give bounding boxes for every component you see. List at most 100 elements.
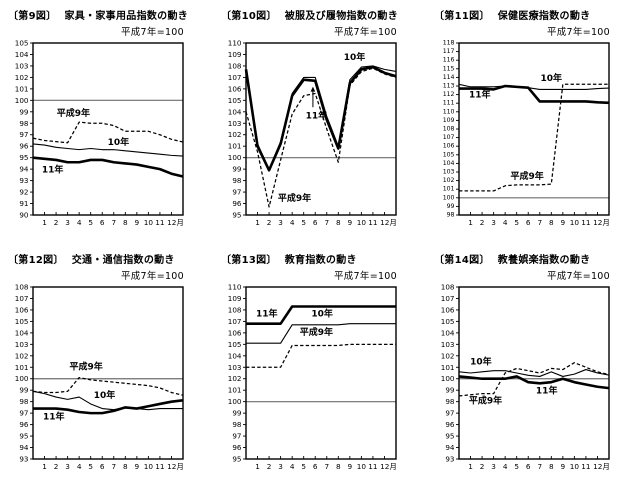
y-tick-label: 105 — [228, 96, 242, 105]
x-tick-label: 1 — [468, 462, 473, 471]
series-line-thick — [246, 305, 396, 325]
x-tick-label: 5 — [301, 462, 306, 471]
y-tick-label: 107 — [441, 294, 455, 303]
index-base-note: 平成7年=100 — [120, 271, 184, 282]
y-tick-label: 104 — [15, 50, 29, 59]
y-tick-label: 98 — [19, 397, 29, 406]
y-tick-label: 95 — [232, 455, 241, 464]
y-tick-label: 104 — [441, 328, 455, 337]
x-tick-label: 12月 — [380, 218, 397, 227]
chart-title: 被服及び履物指数の動き — [284, 11, 399, 22]
x-tick-label: 6 — [526, 462, 531, 471]
plot-svg: 9394959697989910010110210310410510610710… — [441, 283, 610, 472]
chart-fig10: 〔第10図〕 被服及び履物指数の動き 平成7年=100 95 96 97 98 99 100… — [213, 0, 426, 244]
y-tick-label: 110 — [228, 283, 242, 292]
x-tick-label: 9 — [348, 218, 353, 227]
y-tick-label: 107 — [228, 317, 242, 326]
x-tick-label: 9 — [561, 462, 566, 471]
x-tick-label: 4 — [77, 218, 82, 227]
x-tick-label: 1 — [42, 218, 47, 227]
series-line-dashed — [458, 362, 610, 397]
figure-label: 〔第13図〕 — [221, 255, 277, 266]
chart-title: 交通・通信指数の動き — [71, 255, 175, 266]
y-tick-label: 94 — [19, 165, 29, 174]
x-tick-label: 7 — [537, 462, 542, 471]
y-tick-label: 95 — [445, 432, 454, 441]
series-line-thick — [458, 375, 610, 390]
plot-frame — [245, 42, 397, 216]
y-tick-label: 103 — [228, 363, 242, 372]
y-tick-label: 98 — [19, 119, 29, 128]
y-tick-label: 98 — [445, 397, 455, 406]
y-tick-label: 102 — [228, 130, 242, 139]
x-tick-label: 7 — [111, 462, 116, 471]
x-tick-label: 1 — [255, 218, 260, 227]
y-tick-label: 99 — [19, 386, 29, 395]
index-base-note: 平成7年=100 — [333, 271, 397, 282]
y-tick-label: 108 — [443, 126, 455, 133]
y-tick-label: 109 — [228, 294, 242, 303]
figure-label: 〔第14図〕 — [434, 255, 490, 266]
y-tick-label: 99 — [445, 386, 455, 395]
series-line-dashed — [32, 376, 184, 396]
x-tick-label: 7 — [324, 462, 329, 471]
x-tick-label: 3 — [65, 462, 70, 471]
figure-label: 〔第10図〕 — [221, 11, 277, 22]
x-tick-label: 6 — [526, 218, 531, 227]
series-label: 11年 — [469, 88, 491, 100]
series-line-dashed — [459, 83, 609, 192]
y-tick-label: 93 — [19, 455, 28, 464]
series-label: 10年 — [108, 136, 130, 148]
series-line-thick — [244, 65, 397, 172]
annotation-arrowhead-icon — [310, 86, 316, 92]
x-tick-label: 8 — [123, 218, 128, 227]
x-tick-label: 11 — [368, 218, 377, 227]
y-tick-label: 115 — [443, 65, 455, 72]
plot-frame — [458, 286, 610, 460]
plot-frame — [458, 42, 610, 216]
x-tick-label: 2 — [54, 218, 59, 227]
chart-fig12: 〔第12図〕 交通・通信指数の動き 平成7年=100 93 94 95 96 97 98 99… — [0, 244, 213, 488]
y-tick-label: 103 — [15, 340, 29, 349]
y-tick-label: 110 — [228, 39, 242, 48]
y-tick-label: 101 — [443, 186, 455, 193]
series-line-thick — [32, 156, 184, 178]
x-tick-label: 5 — [514, 462, 519, 471]
plot-svg: 9596979899100101102103104105106107108109… — [228, 39, 397, 228]
x-tick-label: 1 — [255, 462, 260, 471]
y-tick-label: 100 — [441, 374, 455, 383]
y-tick-label: 99 — [447, 203, 455, 210]
y-tick-label: 104 — [15, 328, 29, 337]
series-label: 11年 — [43, 411, 65, 423]
x-tick-label: 9 — [561, 218, 566, 227]
series-label: 11年 — [256, 308, 278, 320]
y-tick-label: 102 — [443, 177, 455, 184]
y-tick-label: 97 — [19, 409, 28, 418]
y-tick-label: 106 — [443, 143, 455, 150]
x-tick-label: 6 — [100, 462, 105, 471]
x-tick-label: 8 — [336, 218, 341, 227]
x-tick-label: 11 — [368, 462, 377, 471]
index-base-note: 平成7年=100 — [546, 27, 610, 38]
y-tick-label: 113 — [443, 83, 455, 90]
x-tick-label: 12月 — [167, 462, 184, 471]
y-tick-label: 103 — [228, 119, 242, 128]
x-tick-label: 6 — [313, 218, 318, 227]
x-tick-label: 6 — [313, 462, 318, 471]
y-tick-label: 116 — [443, 57, 455, 64]
y-tick-label: 91 — [19, 199, 28, 208]
x-tick-label: 8 — [123, 462, 128, 471]
plot-area: 93 94 95 96 97 98 99 100 101 102 103 104 105 106 107 10… — [0, 282, 213, 488]
y-tick-label: 108 — [228, 305, 242, 314]
chart-fig14: 〔第14図〕 教養娯楽指数の動き 平成7年=100 93 94 95 96 97 98 99 1… — [426, 244, 639, 488]
series-label: 10年 — [311, 308, 333, 320]
x-tick-label: 3 — [65, 218, 70, 227]
y-tick-label: 101 — [441, 363, 455, 372]
series-line-thin — [458, 369, 610, 377]
figure-label: 〔第9図〕 — [8, 11, 57, 22]
y-tick-label: 97 — [232, 188, 241, 197]
index-base-note: 平成7年=100 — [333, 27, 397, 38]
y-tick-label: 99 — [232, 165, 242, 174]
chart-fig13: 〔第13図〕 教育指数の動き 平成7年=100 95 96 97 98 99 100 101 1… — [213, 244, 426, 488]
